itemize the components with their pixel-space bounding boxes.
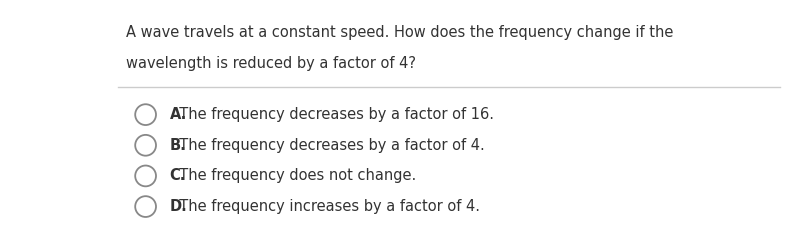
Text: A wave travels at a constant speed. How does the frequency change if the: A wave travels at a constant speed. How … — [126, 25, 674, 40]
Text: D.: D. — [170, 199, 187, 214]
Text: B.  The frequency decreases by a factor of 4.: B. The frequency decreases by a factor o… — [170, 138, 499, 153]
Text: C.: C. — [170, 168, 186, 183]
Text: The frequency decreases by a factor of 16.: The frequency decreases by a factor of 1… — [170, 107, 494, 122]
Text: The frequency increases by a factor of 4.: The frequency increases by a factor of 4… — [170, 199, 480, 214]
Text: The frequency decreases by a factor of 4.: The frequency decreases by a factor of 4… — [170, 138, 484, 153]
Text: B.: B. — [170, 138, 186, 153]
Text: C.  The frequency does not change.: C. The frequency does not change. — [170, 168, 431, 183]
Text: A.  The frequency decreases by a factor of 16.: A. The frequency decreases by a factor o… — [170, 107, 508, 122]
Text: wavelength is reduced by a factor of 4?: wavelength is reduced by a factor of 4? — [126, 56, 416, 71]
Text: The frequency does not change.: The frequency does not change. — [170, 168, 416, 183]
Text: A.: A. — [170, 107, 187, 122]
Text: D.  The frequency increases by a factor of 4.: D. The frequency increases by a factor o… — [170, 199, 496, 214]
